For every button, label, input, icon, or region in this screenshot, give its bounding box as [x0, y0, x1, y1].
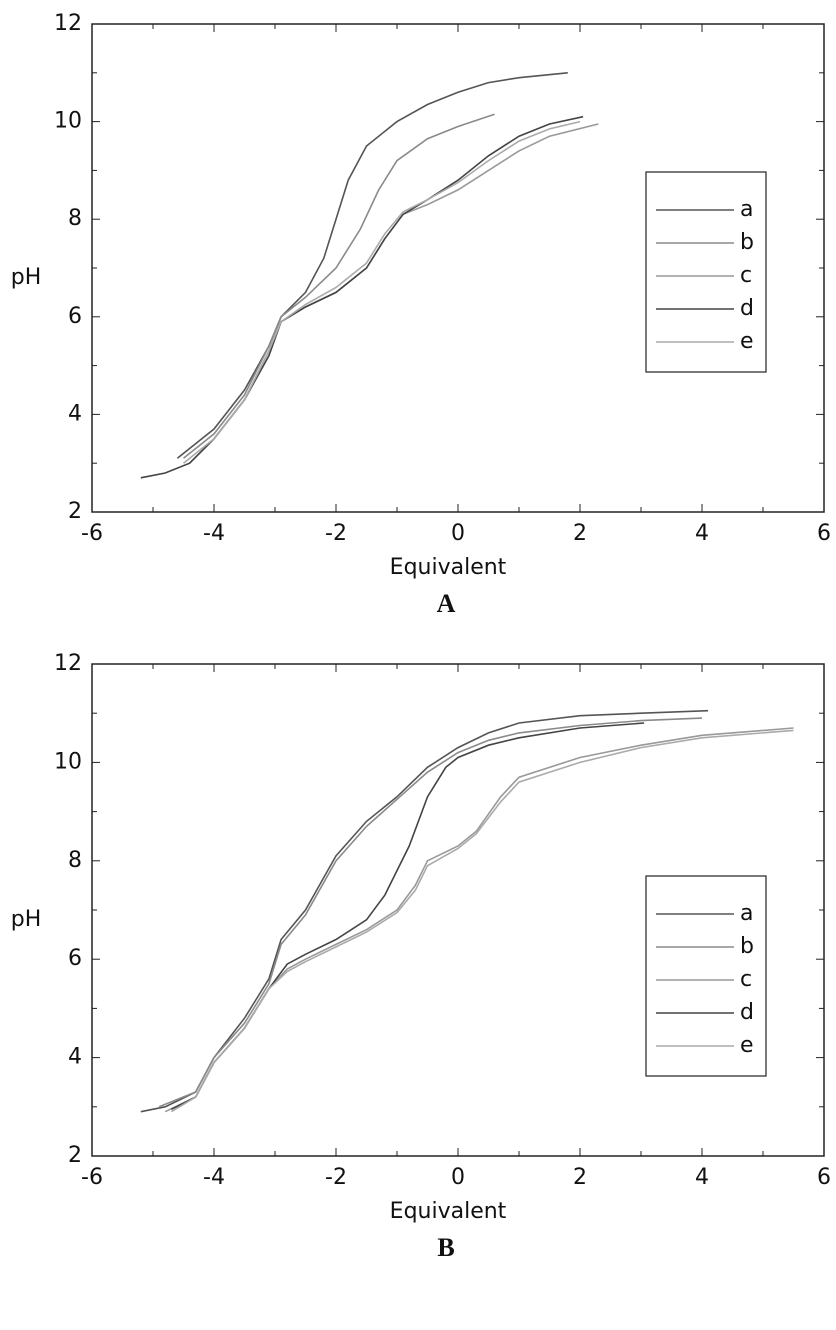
legend-label: d — [740, 1000, 754, 1025]
x-tick-label: 0 — [451, 1165, 465, 1190]
y-tick-label: 4 — [68, 1045, 82, 1070]
legend-label: e — [740, 1033, 754, 1058]
x-tick-label: 4 — [695, 1165, 709, 1190]
line-series — [140, 115, 584, 479]
line-series — [140, 709, 709, 1113]
y-tick-label: 2 — [68, 1143, 82, 1168]
x-tick-label: 0 — [451, 521, 465, 546]
legend-label: a — [740, 197, 753, 222]
legend-label: d — [740, 296, 754, 321]
line-series — [183, 113, 495, 459]
x-tick-label: 6 — [817, 521, 831, 546]
y-tick-label: 12 — [54, 11, 82, 36]
x-tick-label: 2 — [573, 1165, 587, 1190]
y-tick-label: 10 — [54, 109, 82, 134]
line-series — [189, 123, 599, 464]
legend-box — [645, 875, 767, 1077]
x-tick-label: -6 — [81, 521, 103, 546]
y-tick-label: 4 — [68, 401, 82, 426]
x-tick-label: -4 — [203, 1165, 225, 1190]
legend-label: c — [740, 263, 752, 288]
y-tick-label: 8 — [68, 848, 82, 873]
line-series — [183, 120, 581, 464]
y-tick-label: 12 — [54, 651, 82, 676]
y-axis-label: pH — [11, 907, 42, 932]
line-series — [176, 72, 568, 459]
legend-box — [645, 171, 767, 373]
y-tick-label: 2 — [68, 499, 82, 524]
figure-caption: A — [437, 589, 456, 618]
y-tick-label: 6 — [68, 946, 82, 971]
x-tick-label: -2 — [325, 521, 347, 546]
x-tick-label: 2 — [573, 521, 587, 546]
legend-label: a — [740, 901, 753, 926]
x-axis-label: Equivalent — [390, 1199, 507, 1224]
line-series — [170, 729, 794, 1113]
x-tick-label: 4 — [695, 521, 709, 546]
line-series — [158, 717, 703, 1108]
y-tick-label: 6 — [68, 304, 82, 329]
line-series — [170, 722, 645, 1111]
y-axis-label: pH — [11, 265, 42, 290]
figure-caption: B — [437, 1233, 454, 1262]
y-tick-label: 10 — [54, 749, 82, 774]
legend-label: c — [740, 967, 752, 992]
x-tick-label: -4 — [203, 521, 225, 546]
x-axis-label: Equivalent — [390, 555, 507, 580]
y-tick-label: 8 — [68, 206, 82, 231]
legend-label: b — [740, 934, 754, 959]
x-tick-label: -6 — [81, 1165, 103, 1190]
x-tick-label: -2 — [325, 1165, 347, 1190]
legend-label: b — [740, 230, 754, 255]
x-tick-label: 6 — [817, 1165, 831, 1190]
legend-label: e — [740, 329, 754, 354]
